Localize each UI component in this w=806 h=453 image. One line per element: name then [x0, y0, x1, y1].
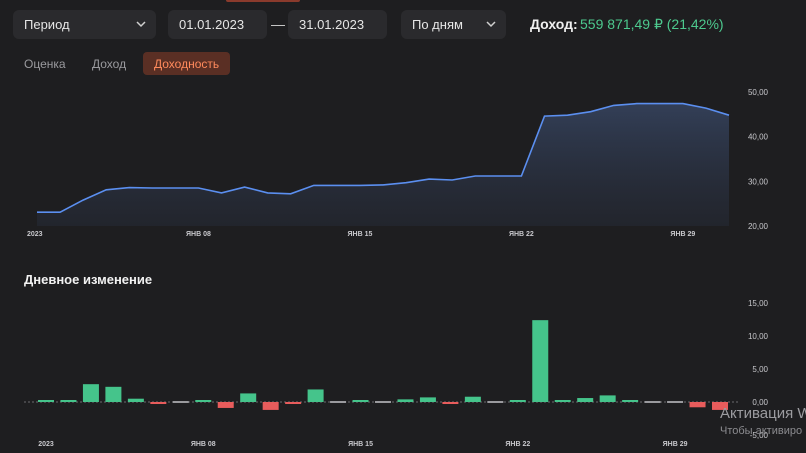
daily-change-bar	[127, 398, 144, 402]
daily-change-bar	[60, 400, 77, 402]
daily-change-bar	[667, 401, 684, 403]
daily-change-bar	[487, 401, 504, 403]
activation-watermark-text: Чтобы активиро	[720, 425, 803, 437]
daily-change-bar	[82, 384, 99, 402]
y-tick-label: 10,00	[748, 332, 769, 341]
yield-line	[37, 102, 730, 213]
y-tick-label: 15,00	[748, 299, 769, 308]
daily-change-bar	[217, 402, 234, 408]
daily-change-bar	[352, 400, 369, 402]
y-tick-label: 50,00	[748, 88, 769, 97]
daily-change-bar	[712, 402, 728, 410]
daily-change-bar	[577, 398, 594, 402]
granularity-select-label: По дням	[412, 17, 463, 32]
y-tick-label: -5,00	[750, 431, 769, 440]
chevron-down-icon	[136, 21, 146, 28]
tab-valuation[interactable]: Оценка	[24, 56, 66, 71]
x-tick-label: ЯНВ 22	[509, 231, 534, 238]
daily-change-bar	[464, 396, 481, 402]
daily-change-title: Дневное изменение	[24, 272, 153, 287]
x-tick-label: ЯНВ 29	[670, 231, 695, 238]
x-tick-label: ЯНВ 15	[347, 231, 372, 238]
x-tick-label: ЯНВ 15	[348, 441, 373, 448]
daily-change-bar	[150, 402, 167, 404]
daily-change-bar	[330, 401, 347, 403]
date-to-value: 31.01.2023	[299, 17, 365, 32]
daily-change-bar	[397, 399, 414, 402]
date-separator: —	[271, 16, 285, 32]
daily-change-bar	[419, 397, 436, 402]
chevron-down-icon	[486, 21, 496, 28]
date-from-field[interactable]: 01.01.2023	[168, 10, 267, 39]
daily-change-bar	[375, 401, 391, 403]
daily-change-bar	[509, 400, 526, 402]
top-accent-strip	[226, 0, 300, 2]
income-value: 559 871,49 ₽ (21,42%)	[580, 16, 724, 32]
daily-change-bar	[240, 393, 257, 402]
daily-change-bar	[532, 320, 549, 402]
daily-change-bar	[195, 400, 212, 402]
daily-change-bar	[442, 402, 459, 404]
activation-watermark-title: Активация W	[720, 405, 806, 422]
daily-change-bar	[105, 386, 122, 402]
tab-income[interactable]: Доход	[92, 56, 127, 71]
daily-change-bar	[262, 402, 279, 410]
period-select-label: Период	[24, 17, 70, 32]
daily-change-bar	[622, 400, 639, 402]
daily-change-bar	[599, 395, 616, 402]
x-tick-label: ЯНВ 22	[505, 441, 530, 448]
x-tick-label: ЯНВ 08	[186, 231, 211, 238]
x-tick-label: 2023	[27, 231, 43, 238]
granularity-select[interactable]: По дням	[401, 10, 506, 39]
daily-change-bar	[554, 400, 571, 402]
y-tick-label: 30,00	[748, 177, 769, 186]
y-tick-label: 20,00	[748, 222, 769, 231]
x-tick-label: ЯНВ 08	[191, 441, 216, 448]
daily-change-bar	[38, 400, 54, 402]
yield-area-fill	[37, 103, 729, 226]
date-to-field[interactable]: 31.01.2023	[288, 10, 387, 39]
daily-change-bar	[285, 402, 302, 404]
daily-change-bar	[172, 401, 189, 403]
period-select[interactable]: Период	[13, 10, 156, 39]
tab-yield[interactable]: Доходность	[143, 52, 231, 75]
x-tick-label: 2023	[38, 441, 54, 448]
daily-change-bar	[689, 402, 706, 408]
date-from-value: 01.01.2023	[179, 17, 245, 32]
daily-change-bar	[644, 401, 661, 403]
y-tick-label: 40,00	[748, 133, 769, 142]
y-tick-label: 0,00	[752, 398, 768, 407]
income-label: Доход:	[530, 16, 578, 32]
x-tick-label: ЯНВ 29	[663, 441, 688, 448]
y-tick-label: 5,00	[752, 365, 768, 374]
yield-chart: 50,00 40,00 30,00 20,00 2023 ЯНВ 08 ЯНВ 15 ЯНВ…	[27, 88, 769, 238]
daily-change-bar	[307, 389, 324, 402]
